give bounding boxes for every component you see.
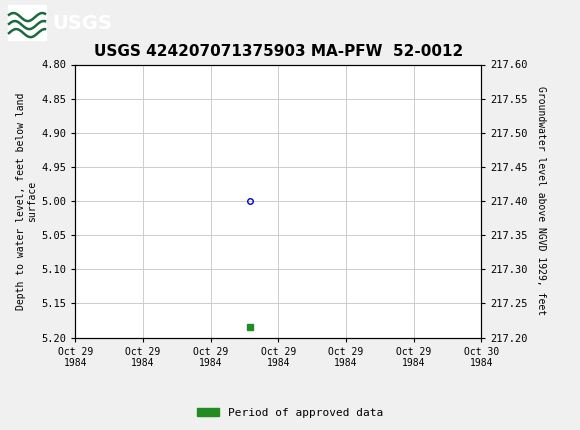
FancyBboxPatch shape	[8, 5, 46, 40]
Y-axis label: Groundwater level above NGVD 1929, feet: Groundwater level above NGVD 1929, feet	[536, 86, 546, 316]
Y-axis label: Depth to water level, feet below land
surface: Depth to water level, feet below land su…	[16, 92, 37, 310]
Title: USGS 424207071375903 MA-PFW  52-0012: USGS 424207071375903 MA-PFW 52-0012	[94, 44, 463, 59]
Text: USGS: USGS	[52, 14, 112, 33]
Legend: Period of approved data: Period of approved data	[193, 403, 387, 422]
